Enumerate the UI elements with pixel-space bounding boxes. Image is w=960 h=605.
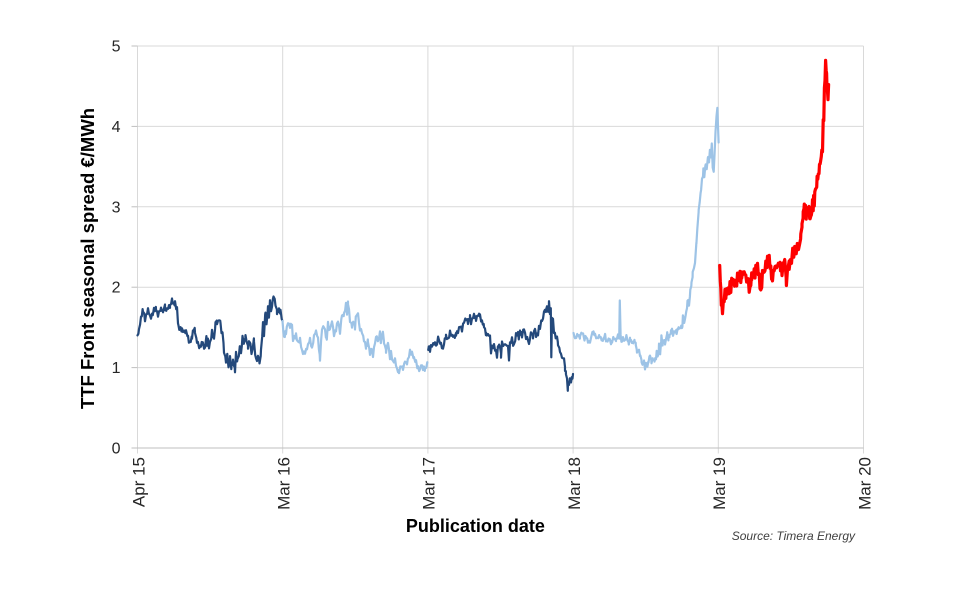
svg-text:3: 3 — [112, 199, 121, 216]
svg-text:2: 2 — [112, 280, 121, 297]
svg-text:Mar 18: Mar 18 — [565, 457, 584, 510]
svg-text:Publication date: Publication date — [406, 516, 545, 536]
svg-text:Mar 19: Mar 19 — [710, 457, 729, 510]
svg-text:Mar 17: Mar 17 — [420, 457, 439, 510]
svg-text:Source: Timera Energy: Source: Timera Energy — [732, 529, 856, 543]
svg-text:0: 0 — [112, 441, 121, 458]
svg-text:TTF Front seasonal spread €/MW: TTF Front seasonal spread €/MWh — [77, 108, 98, 409]
svg-text:1: 1 — [112, 360, 121, 377]
svg-text:Mar 20: Mar 20 — [855, 457, 874, 510]
svg-text:4: 4 — [112, 119, 121, 136]
svg-text:Apr 15: Apr 15 — [129, 457, 148, 507]
svg-text:Mar 16: Mar 16 — [275, 457, 294, 510]
svg-text:5: 5 — [112, 39, 121, 56]
